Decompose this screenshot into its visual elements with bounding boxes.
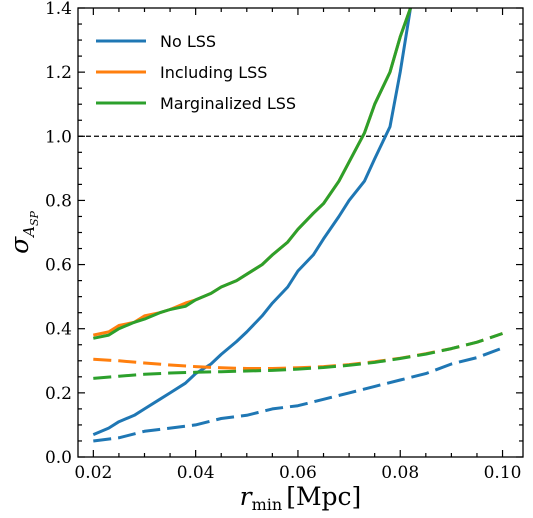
x-axis-label-sub: min [252, 495, 283, 514]
ticks-layer: 0.02 0.04 0.06 0.08 0.10 0.0 0.2 0.4 0.6 0.8 1.0 1.… [45, 0, 523, 483]
series-line-dashed-5 [93, 332, 503, 380]
x-tick-label: 0.04 [177, 463, 215, 483]
y-tick-label: 0.6 [45, 256, 72, 276]
y-tick-label: 0.2 [45, 384, 72, 404]
legend: No LSS Including LSS Marginalized LSS [96, 32, 296, 113]
y-tick-label: 0.8 [45, 191, 72, 211]
y-tick-label: 0.4 [45, 320, 72, 340]
x-tick-label: 0.06 [279, 463, 317, 483]
y-axis-label-sub: A [20, 226, 38, 239]
y-tick-label: 0.0 [45, 448, 72, 468]
series-layer [92, 8, 504, 443]
y-axis-label-subsub: SP [28, 210, 41, 226]
x-axis-label-main: r [240, 482, 254, 511]
legend-label: Marginalized LSS [160, 94, 296, 113]
x-tick-label: 0.10 [484, 463, 522, 483]
plot-frame [77, 7, 524, 458]
series-line-marginalized-lss [92, 8, 412, 340]
y-tick-label: 1.0 [45, 127, 72, 147]
y-tick-label: 1.2 [45, 63, 72, 83]
series-line-dashed-4 [93, 332, 503, 370]
y-tick-label: 1.4 [45, 0, 72, 19]
x-tick-label: 0.02 [74, 463, 112, 483]
x-axis-label-unit: [Mpc] [286, 482, 361, 511]
x-axis-label: rmin [Mpc] [240, 482, 362, 514]
y-axis-label: σASP [5, 210, 41, 253]
series-line-no-lss [92, 8, 412, 436]
legend-label: No LSS [160, 32, 216, 51]
series-line-including-lss [92, 8, 412, 337]
x-tick-label: 0.08 [381, 463, 419, 483]
series-line-dashed-3 [93, 346, 504, 443]
y-axis-label-main: σ [5, 236, 34, 254]
legend-label: Including LSS [160, 63, 267, 82]
